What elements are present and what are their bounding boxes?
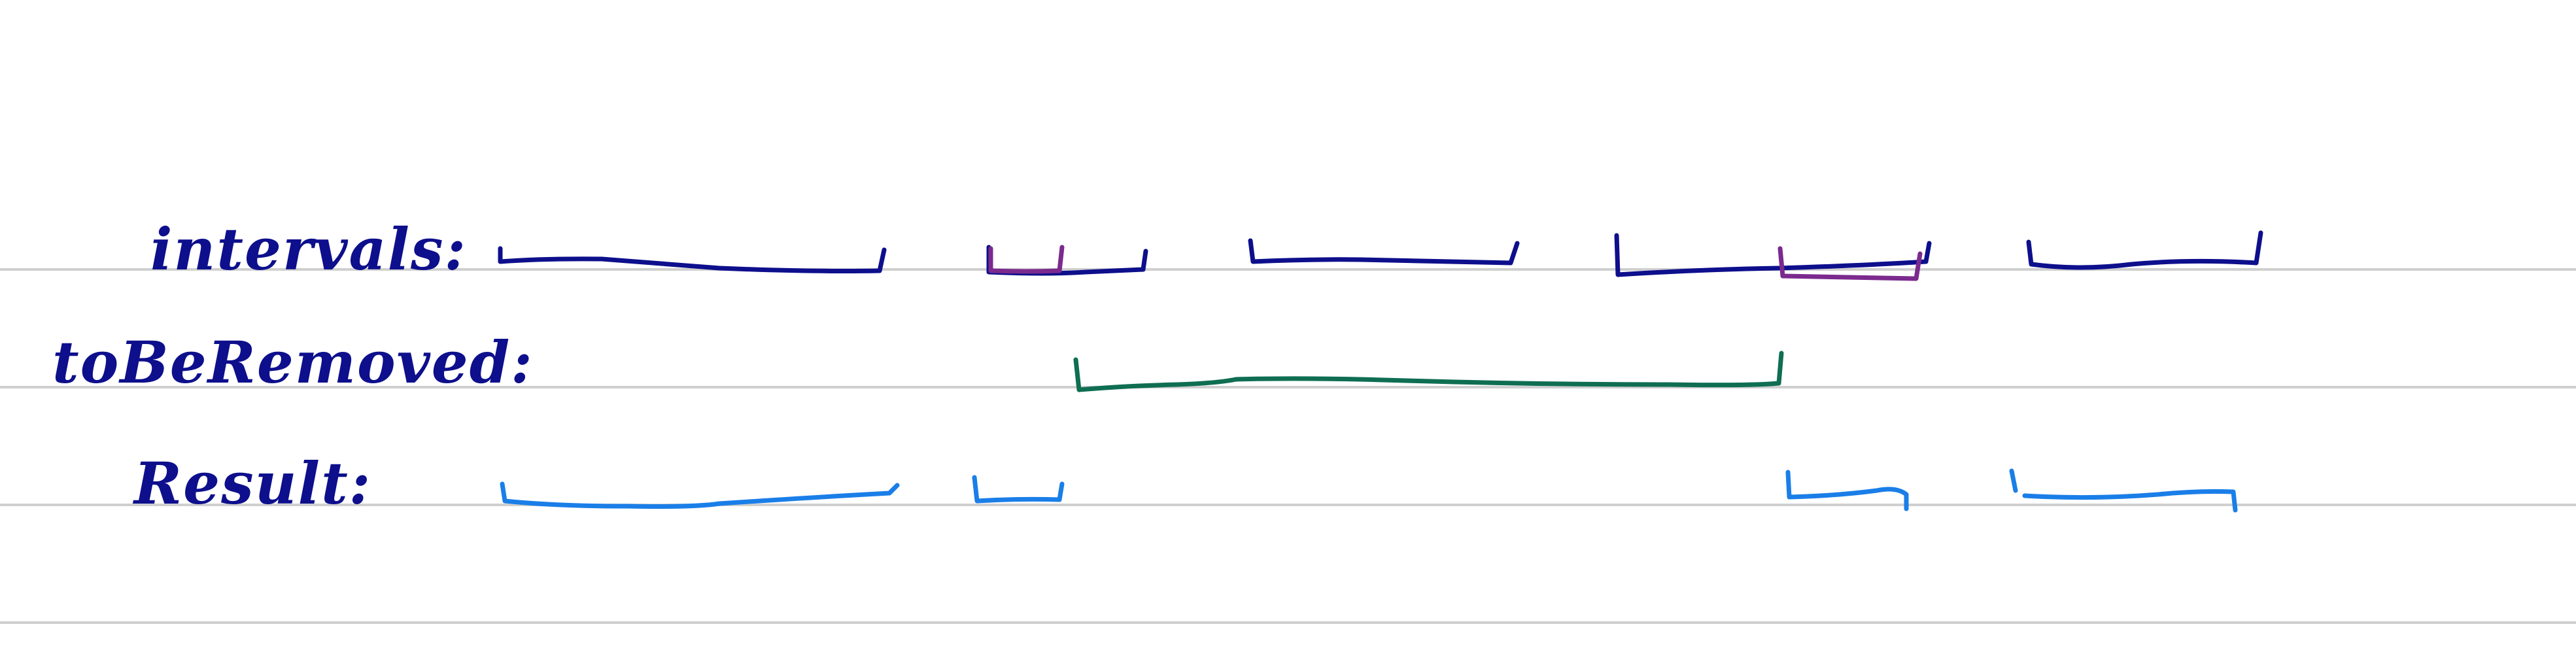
result-segment [502, 484, 897, 507]
overlap-segment [991, 247, 1062, 271]
removal-segment [1076, 353, 1781, 390]
label-to-be-removed: toBeRemoved: [52, 328, 534, 396]
interval-segment [2029, 233, 2261, 267]
intervals-row [500, 233, 2261, 279]
interval-segment [1250, 241, 1517, 263]
label-result: Result: [132, 449, 371, 517]
interval-segment [500, 249, 884, 271]
result-segment [974, 477, 1062, 501]
ruled-lines [0, 269, 2576, 623]
to-be-removed-row [1076, 353, 1781, 390]
result-segment [1788, 472, 1906, 509]
label-intervals: intervals: [150, 215, 467, 283]
